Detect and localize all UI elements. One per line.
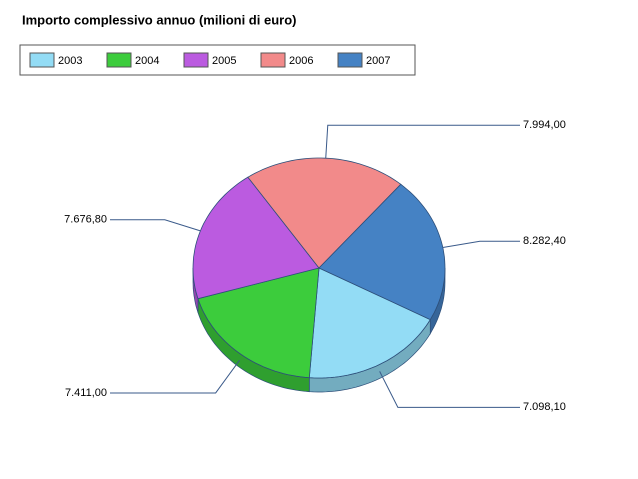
leader-line [110, 360, 240, 394]
pie-slice [197, 267, 320, 379]
chart-title: Importo complessivo annuo (milioni di eu… [22, 12, 296, 27]
data-label: 7.676,80 [64, 214, 107, 226]
legend-label: 2007 [366, 55, 390, 67]
data-label: 7.994,00 [523, 119, 566, 131]
data-label: 7.411,00 [65, 387, 107, 399]
pie-slice [308, 267, 431, 379]
data-label: 7.098,10 [523, 401, 566, 413]
leader-line [442, 240, 520, 248]
legend-label: 2003 [58, 55, 82, 67]
legend-swatch [106, 52, 132, 68]
legend-label: 2004 [135, 55, 159, 67]
legend-swatch [183, 52, 209, 68]
data-label: 8.282,40 [523, 235, 566, 247]
leader-line [325, 124, 520, 159]
legend-label: 2006 [289, 55, 313, 67]
pie-slice [192, 176, 320, 300]
legend-swatch [337, 52, 363, 68]
pie-slice [247, 157, 402, 269]
leader-line [379, 371, 520, 408]
legend-swatch [260, 52, 286, 68]
leader-line [110, 219, 201, 232]
legend-label: 2005 [212, 55, 236, 67]
legend-swatch [29, 52, 55, 68]
